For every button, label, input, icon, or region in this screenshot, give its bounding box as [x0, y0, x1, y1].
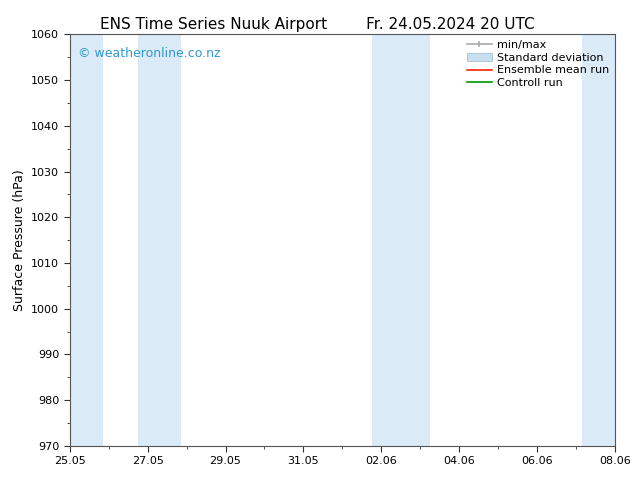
Bar — [582, 34, 615, 446]
Text: © weatheronline.co.nz: © weatheronline.co.nz — [78, 47, 221, 60]
Bar — [70, 34, 103, 446]
Text: ENS Time Series Nuuk Airport        Fr. 24.05.2024 20 UTC: ENS Time Series Nuuk Airport Fr. 24.05.2… — [100, 17, 534, 32]
Y-axis label: Surface Pressure (hPa): Surface Pressure (hPa) — [13, 169, 25, 311]
Bar — [138, 34, 181, 446]
Bar — [372, 34, 430, 446]
Legend: min/max, Standard deviation, Ensemble mean run, Controll run: min/max, Standard deviation, Ensemble me… — [464, 37, 612, 92]
